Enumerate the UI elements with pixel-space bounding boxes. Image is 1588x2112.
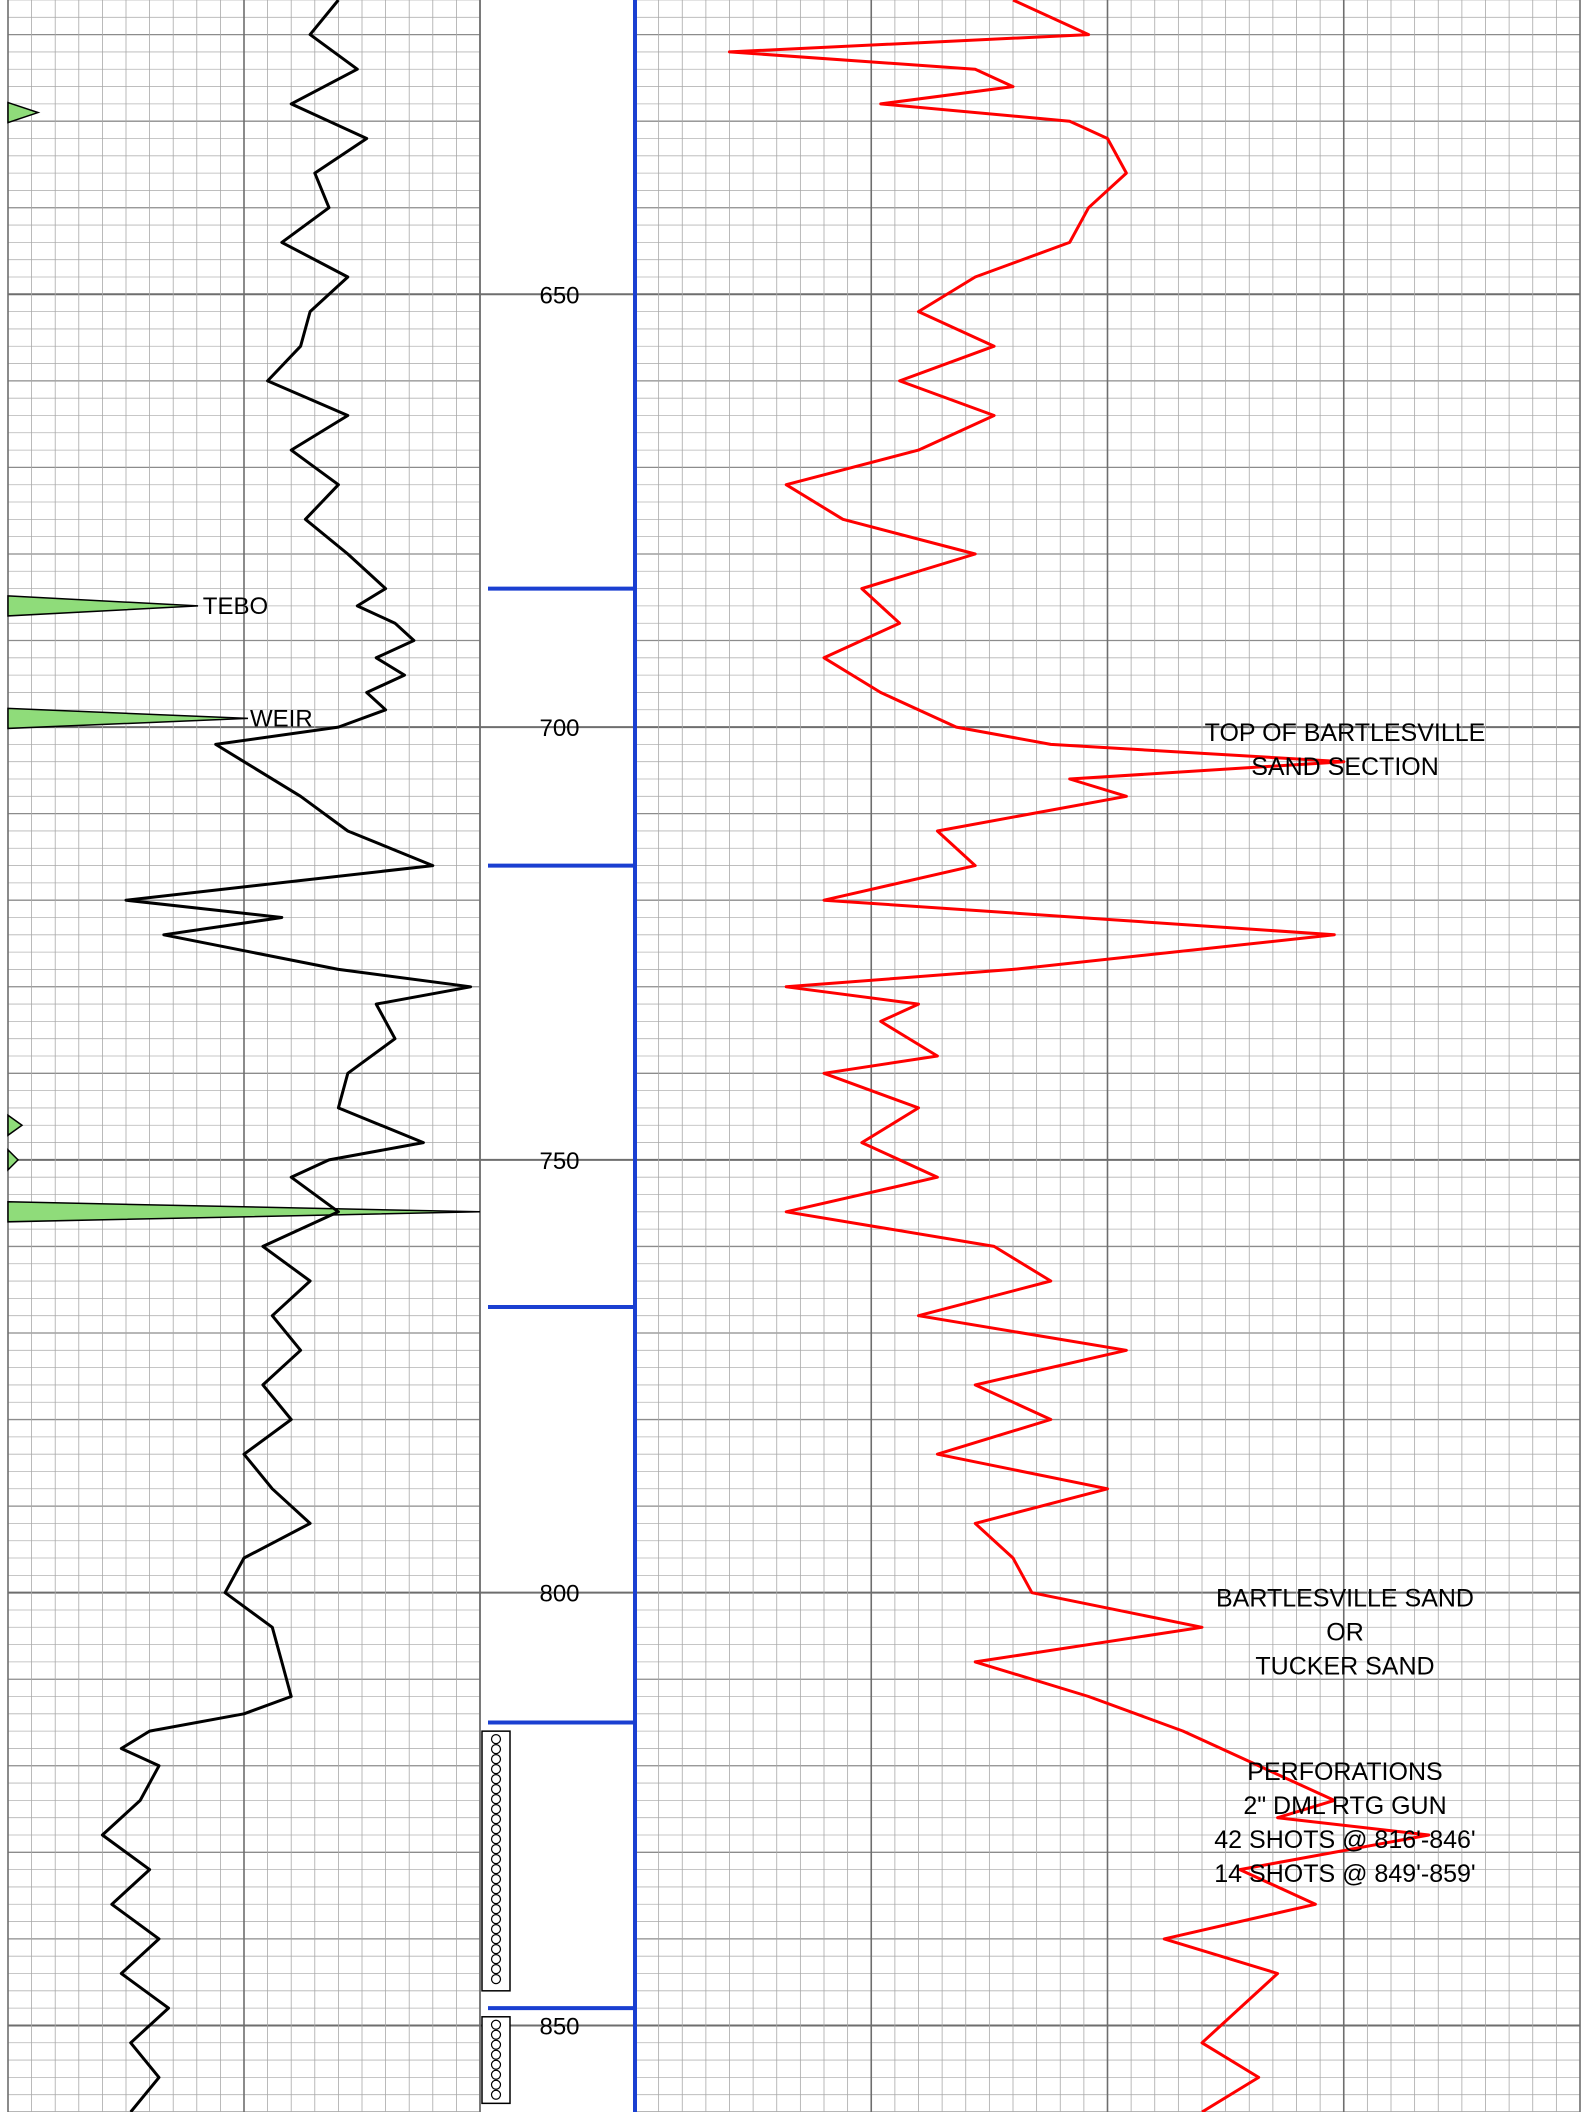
perforation-shot bbox=[490, 1904, 502, 1915]
perforation-shot bbox=[490, 1894, 502, 1905]
perforation-shot bbox=[490, 1744, 502, 1755]
perforation-shot bbox=[490, 1914, 502, 1925]
annotations: TOP OF BARTLESVILLE SAND SECTION BARTLESVI… bbox=[1205, 719, 1486, 1888]
lithology-spike bbox=[7, 1113, 24, 1137]
formation-label: TEBO bbox=[203, 593, 268, 620]
formation-label: WEIR bbox=[250, 705, 313, 732]
grid bbox=[7, 0, 1581, 2112]
perforation-shot bbox=[490, 1934, 502, 1945]
red-log-curve bbox=[728, 0, 1431, 2112]
depth-tick-label: 700 bbox=[539, 715, 579, 742]
lithology-spike bbox=[7, 1148, 20, 1172]
perforation-shot bbox=[490, 1764, 502, 1775]
perforations-note-line: PERFORATIONS bbox=[1247, 1758, 1442, 1786]
perforation-shot bbox=[490, 2079, 502, 2090]
depth-track: 650 700 750 800 850 bbox=[481, 0, 637, 2112]
perforation-shot bbox=[490, 1844, 502, 1855]
perforation-shot bbox=[490, 2059, 502, 2070]
perforation-shot bbox=[490, 1754, 502, 1765]
lithology-shading: TEBO WEIR bbox=[7, 101, 481, 1223]
perforations-note-line: 42 SHOTS @ 816'-846' bbox=[1214, 1826, 1475, 1854]
track-right bbox=[728, 0, 1431, 2112]
perforation-shot bbox=[490, 2029, 502, 2040]
perforation-shot bbox=[490, 1814, 502, 1825]
perforation-shot bbox=[490, 1964, 502, 1975]
perforation-shot bbox=[490, 1854, 502, 1865]
track-left bbox=[100, 0, 473, 2112]
perforation-shot bbox=[490, 2089, 502, 2100]
depth-tick-label: 650 bbox=[539, 282, 579, 309]
perforation-shot bbox=[490, 1734, 502, 1745]
perforation-shot bbox=[490, 1954, 502, 1965]
perforation-shot bbox=[490, 1774, 502, 1785]
lithology-spike bbox=[7, 707, 249, 730]
perforation-interval bbox=[481, 1730, 511, 1992]
perforations-note-line: 14 SHOTS @ 849'-859' bbox=[1214, 1860, 1475, 1888]
perforation-shot bbox=[490, 1884, 502, 1895]
lithology-spike bbox=[7, 595, 199, 617]
perforation-shot bbox=[490, 1874, 502, 1885]
perforation-shot bbox=[490, 1924, 502, 1935]
perforation-shot bbox=[490, 1864, 502, 1875]
perforation-shot bbox=[490, 2049, 502, 2060]
perforation-shot bbox=[490, 1794, 502, 1805]
perforation-shot bbox=[490, 1974, 502, 1985]
perforations-note-line: 2" DML RTG GUN bbox=[1243, 1792, 1446, 1820]
bartlesville-sand-line: BARTLESVILLE SAND bbox=[1216, 1585, 1474, 1613]
perforation-shot bbox=[490, 2039, 502, 2050]
depth-tick-label: 800 bbox=[539, 1581, 579, 1608]
perforation-shot bbox=[490, 1824, 502, 1835]
perforation-shot bbox=[490, 1784, 502, 1795]
bartlesville-sand-line: OR bbox=[1326, 1619, 1364, 1647]
perforation-shot bbox=[490, 1834, 502, 1845]
top-of-bartlesville-line: TOP OF BARTLESVILLE bbox=[1205, 719, 1486, 747]
bartlesville-sand-line: TUCKER SAND bbox=[1255, 1653, 1434, 1681]
lithology-spike bbox=[7, 1201, 481, 1223]
depth-tick-label: 750 bbox=[539, 1148, 579, 1175]
depth-tick-label: 850 bbox=[539, 2013, 579, 2040]
perforation-shot bbox=[490, 2069, 502, 2080]
perforation-shot bbox=[490, 1804, 502, 1815]
perforation-shot bbox=[490, 1944, 502, 1955]
perforation-shot bbox=[490, 2019, 502, 2030]
top-of-bartlesville-line: SAND SECTION bbox=[1251, 753, 1439, 781]
black-log-curve bbox=[100, 0, 473, 2112]
lithology-spike bbox=[7, 101, 41, 124]
